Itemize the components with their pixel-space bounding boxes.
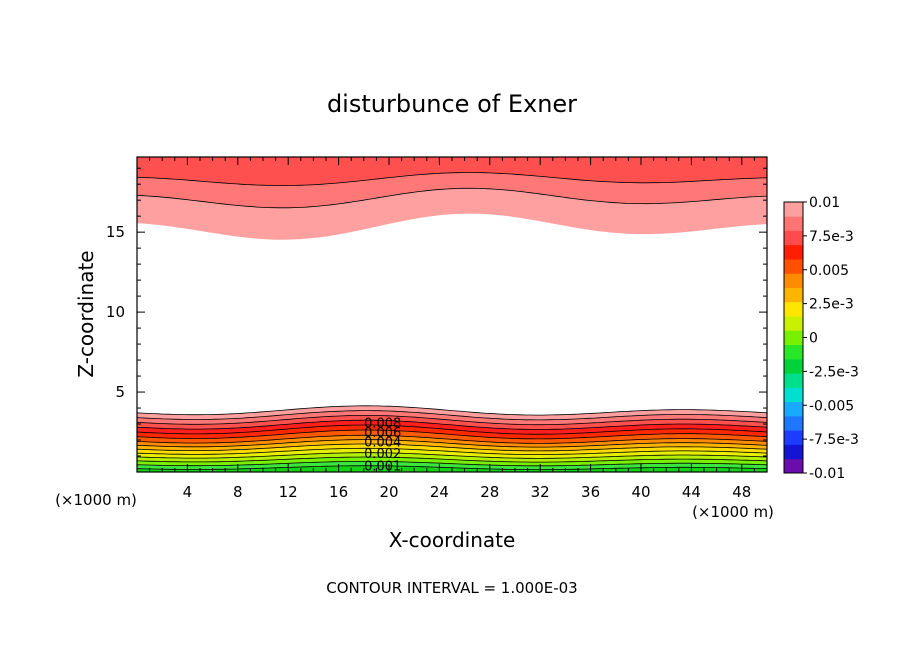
colorbar-segment xyxy=(784,358,803,374)
bottom-contour-bands xyxy=(137,405,767,472)
colorbar-segment xyxy=(784,458,803,474)
contour-line-low-12 xyxy=(137,410,767,421)
contour-line-low-6 xyxy=(137,439,767,448)
contour-line-low-2 xyxy=(137,456,767,463)
colorbar-segment xyxy=(784,287,803,303)
contour-label: 0.004 xyxy=(364,436,401,451)
colorbar-segment xyxy=(784,216,803,231)
contour-line-low-8 xyxy=(137,429,767,440)
x-tick-label: 44 xyxy=(682,483,701,501)
contour-label: 0.008 xyxy=(364,416,401,431)
top-contour-bands xyxy=(137,157,767,240)
x-tick-label: 12 xyxy=(279,483,298,501)
contour-line-low-7 xyxy=(137,434,767,444)
colorbar-label: -0.005 xyxy=(809,398,854,414)
colorbar-segment xyxy=(784,373,803,388)
contour-line-low-4 xyxy=(137,447,767,456)
contour-label: 0.006 xyxy=(364,426,401,441)
contour-label: 0.001 xyxy=(364,460,401,475)
contour-line-low-11 xyxy=(137,414,767,426)
contour-line-low-0 xyxy=(137,465,767,471)
colorbar-labels: 0.01 7.5e-3 0.005 2.5e-3 0 -2.5e-3 -0.005 -7.5e… xyxy=(803,195,859,482)
x-tick-label: 8 xyxy=(233,483,243,501)
x-tick-label: 32 xyxy=(531,483,550,501)
colorbar-segment xyxy=(784,259,803,274)
colorbar-label: -7.5e-3 xyxy=(809,432,859,448)
colorbar-segment xyxy=(784,444,803,460)
colorbar xyxy=(783,201,804,474)
contour-line-low-1 xyxy=(137,460,767,467)
x-tick-label: 48 xyxy=(732,483,751,501)
contour-line-low-3 xyxy=(137,452,767,459)
chart-title: disturbunce of Exner xyxy=(327,90,577,118)
contour-line-low-5 xyxy=(137,443,767,452)
x-tick-label: 16 xyxy=(329,483,348,501)
y-tick-label: 15 xyxy=(106,223,125,241)
colorbar-segment xyxy=(784,273,803,288)
colorbar-segment xyxy=(784,344,803,360)
contour-label: 0.002 xyxy=(364,447,401,462)
x-tick-label: 4 xyxy=(183,483,193,501)
x-tick-label: 28 xyxy=(480,483,499,501)
x-tick-label: 36 xyxy=(581,483,600,501)
x-tick-label: 40 xyxy=(631,483,650,501)
contour-line-low-13 xyxy=(137,405,767,416)
colorbar-label: 0 xyxy=(809,331,818,347)
colorbar-segment xyxy=(784,415,803,431)
contour-interval-note: CONTOUR INTERVAL = 1.000E-03 xyxy=(326,579,577,597)
colorbar-label: 7.5e-3 xyxy=(809,229,854,245)
x-axis-label: X-coordinate xyxy=(389,528,516,552)
colorbar-segment xyxy=(784,401,803,417)
contour-line-low-10 xyxy=(137,419,767,430)
plot-area xyxy=(137,157,767,472)
colorbar-segment xyxy=(784,230,803,246)
x-axis-ticks: 4 8 12 16 20 24 28 32 36 40 44 48 xyxy=(149,157,755,501)
colorbar-label: 0.005 xyxy=(809,263,849,279)
y-tick-label: 5 xyxy=(115,383,125,401)
colorbar-segment xyxy=(784,430,803,445)
colorbar-segment xyxy=(784,202,803,217)
colorbar-segment xyxy=(784,387,803,403)
x-tick-label: 20 xyxy=(379,483,398,501)
colorbar-segment xyxy=(784,301,803,317)
colorbar-label: 0.01 xyxy=(809,195,840,211)
y-tick-label: 10 xyxy=(106,303,125,321)
colorbar-segment xyxy=(784,316,803,331)
y-unit-label: (×1000 m) xyxy=(692,503,774,521)
colorbar-label: -2.5e-3 xyxy=(809,364,859,380)
colorbar-segment xyxy=(784,244,803,260)
x-tick-label: 24 xyxy=(430,483,449,501)
contour-line-high-0 xyxy=(137,187,767,209)
colorbar-label: 2.5e-3 xyxy=(809,297,854,313)
colorbar-segment xyxy=(784,330,803,346)
x-unit-label: (×1000 m) xyxy=(55,491,137,509)
y-axis-ticks: 5 10 15 xyxy=(106,167,767,457)
colorbar-label: -0.01 xyxy=(809,466,845,482)
y-axis-label: Z-coordinate xyxy=(74,250,98,377)
contour-line-high-1 xyxy=(137,172,767,187)
contour-band-high-2 xyxy=(137,157,767,186)
contour-line-low-9 xyxy=(137,424,767,435)
